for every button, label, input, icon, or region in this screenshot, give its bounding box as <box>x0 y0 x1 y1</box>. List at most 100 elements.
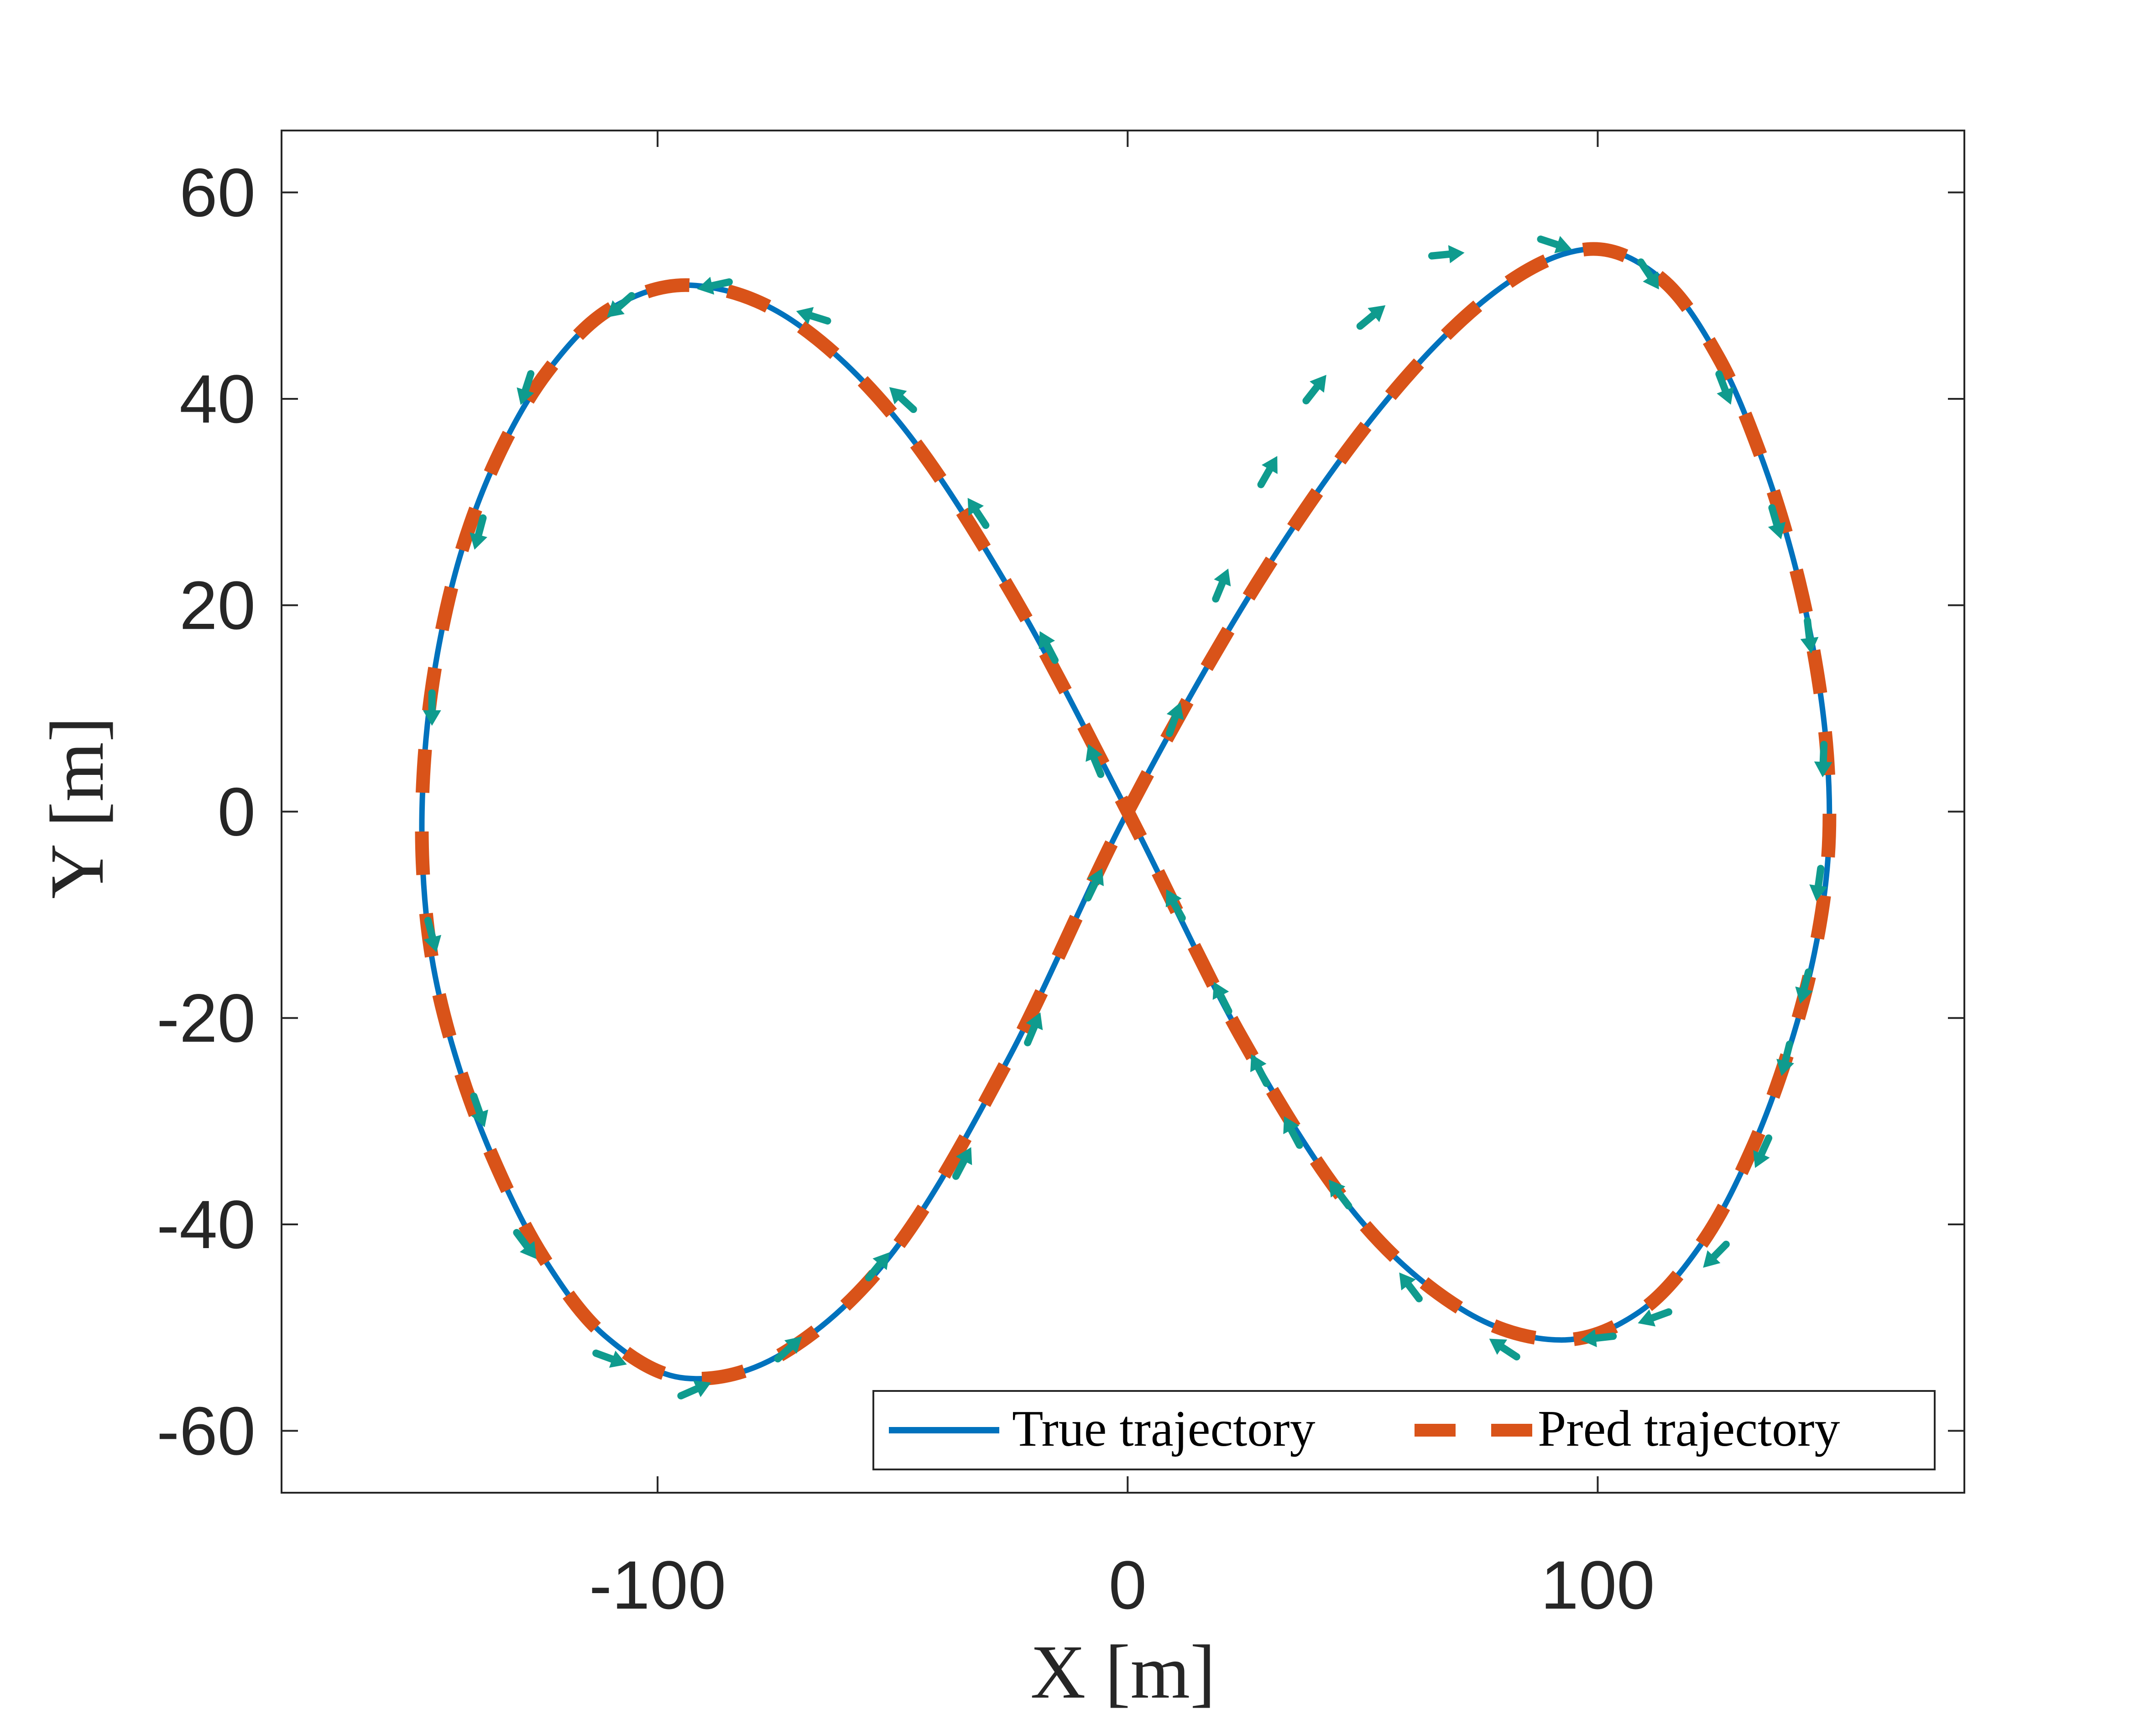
direction-arrow <box>1250 1054 1270 1087</box>
arrow-head <box>872 1252 890 1270</box>
arrow-head <box>1166 702 1184 720</box>
direction-arrow <box>607 292 636 318</box>
direction-arrow <box>697 277 733 295</box>
arrow-head <box>796 307 814 324</box>
direction-arrow <box>1637 258 1659 290</box>
arrow-head <box>1250 1054 1267 1072</box>
direction-arrow <box>592 1349 627 1368</box>
arrow-head <box>1399 1272 1416 1291</box>
arrow-head <box>1214 568 1231 586</box>
direction-arrow <box>1753 1134 1773 1168</box>
direction-arrow <box>865 1252 890 1281</box>
direction-arrow <box>1489 1338 1520 1361</box>
direction-arrow <box>1024 1012 1043 1046</box>
direction-arrow <box>1809 865 1827 901</box>
arrow-head <box>1703 1250 1721 1268</box>
x-tick-label: -100 <box>589 1547 726 1623</box>
direction-arrow <box>513 1229 537 1259</box>
y-tick-label: 60 <box>179 154 256 231</box>
arrow-head <box>1283 1116 1300 1134</box>
direction-arrow <box>517 370 535 405</box>
direction-arrow <box>1703 1240 1730 1268</box>
direction-arrow <box>1715 370 1734 405</box>
y-tick-label: 40 <box>179 361 256 437</box>
tick-labels: -100 0 100 -60 -40 -20 0 20 40 60 <box>157 154 1655 1623</box>
arrow-head <box>517 387 534 405</box>
direction-arrow <box>889 387 917 413</box>
arrow-head <box>1086 744 1103 762</box>
direction-arrow <box>470 1092 488 1128</box>
arrow-head <box>1310 375 1326 393</box>
arrow-head <box>1489 1338 1508 1355</box>
arrow-head <box>1638 1309 1656 1327</box>
arrow-head <box>609 1350 627 1368</box>
direction-arrow <box>1537 235 1572 254</box>
arrow-head <box>693 1380 711 1397</box>
arrow-head <box>1795 986 1813 1004</box>
arrow-head <box>784 1336 802 1354</box>
direction-arrow <box>1165 889 1186 922</box>
legend: True trajectory Pred trajectory <box>872 1390 1936 1470</box>
legend-label-pred: Pred trajectory <box>1538 1401 1840 1457</box>
y-axis-label: Y [m] <box>35 716 120 899</box>
y-tick-label: -60 <box>157 1392 256 1469</box>
arrow-head <box>1768 522 1786 539</box>
arrow-head <box>1753 1150 1770 1168</box>
legend-box <box>872 1390 1936 1470</box>
direction-arrow <box>1039 631 1059 664</box>
direction-arrow <box>423 917 442 952</box>
arrow-head <box>607 300 625 318</box>
direction-arrow <box>1814 741 1832 778</box>
arrow-head <box>1809 884 1827 901</box>
direction-arrow <box>1166 702 1184 737</box>
y-tick-label: -40 <box>157 1186 256 1263</box>
x-axis-label: X [m] <box>1030 1630 1216 1715</box>
direction-arrow <box>1580 1329 1617 1348</box>
arrow-head <box>1717 387 1734 405</box>
direction-arrow <box>1795 968 1813 1004</box>
axis-ticks <box>282 131 1964 1493</box>
legend-label-true: True trajectory <box>1012 1401 1316 1457</box>
direction-arrow <box>1283 1116 1303 1149</box>
arrow-head <box>955 1147 972 1166</box>
arrow-head <box>471 1109 488 1128</box>
y-tick-label: 0 <box>218 774 256 850</box>
direction-arrow <box>1212 568 1231 603</box>
x-tick-label: 100 <box>1540 1547 1655 1623</box>
arrow-head <box>423 710 441 726</box>
arrow-head <box>1643 271 1659 290</box>
direction-arrow <box>1084 868 1104 902</box>
direction-arrow <box>1328 1179 1352 1210</box>
arrow-head <box>889 387 907 404</box>
direction-arrow <box>423 689 441 726</box>
arrow-head <box>520 1241 537 1259</box>
direction-arrow <box>677 1380 711 1400</box>
arrow-head <box>1087 868 1104 886</box>
arrow-head <box>1448 245 1465 263</box>
arrow-head <box>1800 637 1819 653</box>
y-tick-label: -20 <box>157 980 256 1056</box>
arrow-head <box>1580 1329 1597 1348</box>
arrow-head <box>1262 456 1278 474</box>
direction-arrow <box>1086 744 1105 778</box>
arrow-head <box>1212 982 1229 1000</box>
x-tick-label: 0 <box>1109 1547 1147 1623</box>
arrow-head <box>1554 236 1572 254</box>
direction-arrow <box>1302 375 1326 405</box>
direction-arrow <box>1428 245 1465 263</box>
direction-arrow <box>952 1147 972 1180</box>
direction-arrow <box>1257 456 1278 488</box>
direction-arrow <box>1638 1308 1673 1327</box>
arrow-head <box>697 277 715 295</box>
direction-arrow <box>774 1336 802 1363</box>
direction-arrow <box>1800 617 1819 653</box>
direction-arrow <box>1399 1272 1423 1302</box>
direction-arrow <box>1356 305 1386 330</box>
direction-arrow <box>1212 982 1232 1015</box>
direction-arrow <box>470 514 487 550</box>
arrow-head <box>423 935 442 952</box>
arrow-head <box>1026 1012 1043 1030</box>
direction-arrow <box>1768 504 1786 539</box>
arrow-head <box>1776 1059 1794 1077</box>
